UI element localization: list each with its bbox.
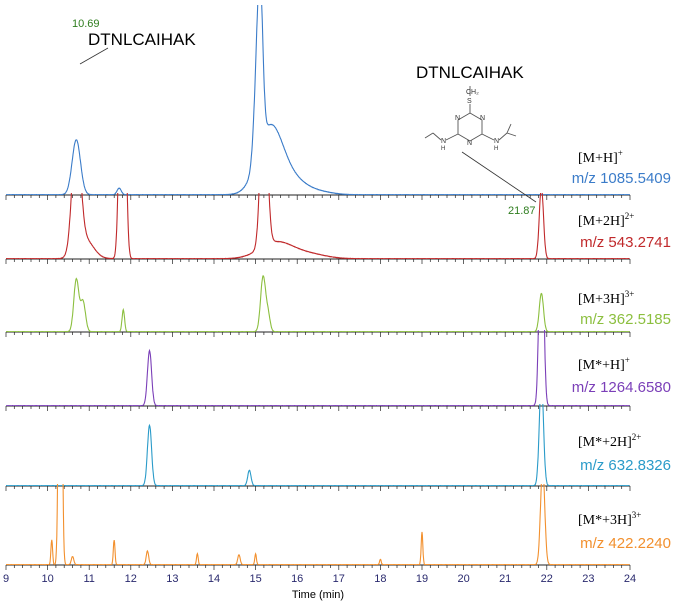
structure-n-label-2: N [480, 115, 485, 122]
structure-n-label-5: N [441, 138, 446, 145]
x-tick-label: 19 [416, 573, 428, 585]
x-tick-label: 14 [208, 573, 220, 585]
mz-label-1: m/z 1085.5409 [572, 170, 671, 187]
panel-3 [5, 274, 631, 337]
mz-label-4: m/z 1264.6580 [572, 379, 671, 396]
peak1-rt-label: 10.69 [72, 18, 100, 30]
x-tick-label: 12 [125, 573, 137, 585]
x-tick-label: 16 [291, 573, 303, 585]
ion-charge-4: + [625, 355, 630, 365]
structure-n-label-4: N [494, 138, 499, 145]
peptide-label-1: DTNLCAIHAK [88, 30, 196, 49]
ion-label-3: [M+3H]3+ [578, 289, 634, 307]
x-tick-label: 22 [541, 573, 553, 585]
structure-n-label-3: N [467, 140, 472, 147]
structure-h-label-2: H [441, 146, 445, 152]
peptide-label-1-leader [79, 47, 109, 65]
x-tick-label: 23 [582, 573, 594, 585]
ion-label-5: [M*+2H]2+ [578, 432, 641, 450]
panel-4 [5, 330, 631, 411]
mz-label-2: m/z 543.2741 [580, 234, 671, 251]
x-tick-label: 13 [166, 573, 178, 585]
trace-2 [6, 193, 630, 259]
trace-4 [6, 330, 630, 406]
mz-label-3: m/z 362.5185 [580, 311, 671, 328]
triazine-structure-drawing [424, 86, 517, 142]
trace-6 [6, 484, 630, 565]
chromatogram-panels [5, 5, 631, 570]
structure-leader-line [461, 151, 537, 203]
x-tick-label: 11 [83, 573, 94, 585]
trace-3 [6, 274, 630, 332]
x-tick-label: 21 [499, 573, 511, 585]
x-tick-label: 15 [249, 573, 261, 585]
series-labels: [M+H]+ m/z 1085.5409 [M+2H]2+ m/z 543.2741 [… [572, 148, 671, 552]
panel-5 [5, 404, 631, 491]
x-tick-label: 10 [41, 573, 53, 585]
ion-charge-5: 2+ [632, 432, 642, 442]
x-tick-label: 9 [3, 573, 9, 585]
structure-ch2-label: CH₂ [466, 89, 479, 96]
ion-charge-3: 3+ [625, 289, 635, 299]
peak2-rt-label: 21.87 [508, 205, 536, 217]
ion-label-2: [M+2H]2+ [578, 211, 634, 229]
ion-label-6: [M*+3H]3+ [578, 510, 641, 528]
panel-6 [5, 484, 631, 570]
ion-charge-6: 3+ [632, 510, 642, 520]
x-tick-label: 20 [457, 573, 469, 585]
structure-s-label: S [467, 98, 472, 105]
mz-label-6: m/z 422.2240 [580, 535, 671, 552]
mz-label-5: m/z 632.8326 [580, 457, 671, 474]
panel-2 [5, 193, 631, 264]
trace-5 [6, 404, 630, 486]
x-tick-label: 17 [333, 573, 345, 585]
ion-charge-1: + [618, 148, 623, 158]
ion-label-4: [M*+H]+ [578, 355, 630, 373]
x-tick-label: 18 [374, 573, 386, 585]
x-axis: 9 10 11 12 13 14 15 16 17 18 19 20 21 22 23 24 [3, 573, 636, 585]
structure-n-label-1: N [455, 115, 460, 122]
x-tick-label: 24 [624, 573, 636, 585]
x-axis-label: Time (min) [292, 589, 344, 601]
ion-charge-2: 2+ [625, 211, 635, 221]
peptide-label-2: DTNLCAIHAK [416, 63, 524, 82]
structure-h-label-1: H [494, 146, 498, 152]
ion-label-1: [M+H]+ [578, 148, 623, 166]
